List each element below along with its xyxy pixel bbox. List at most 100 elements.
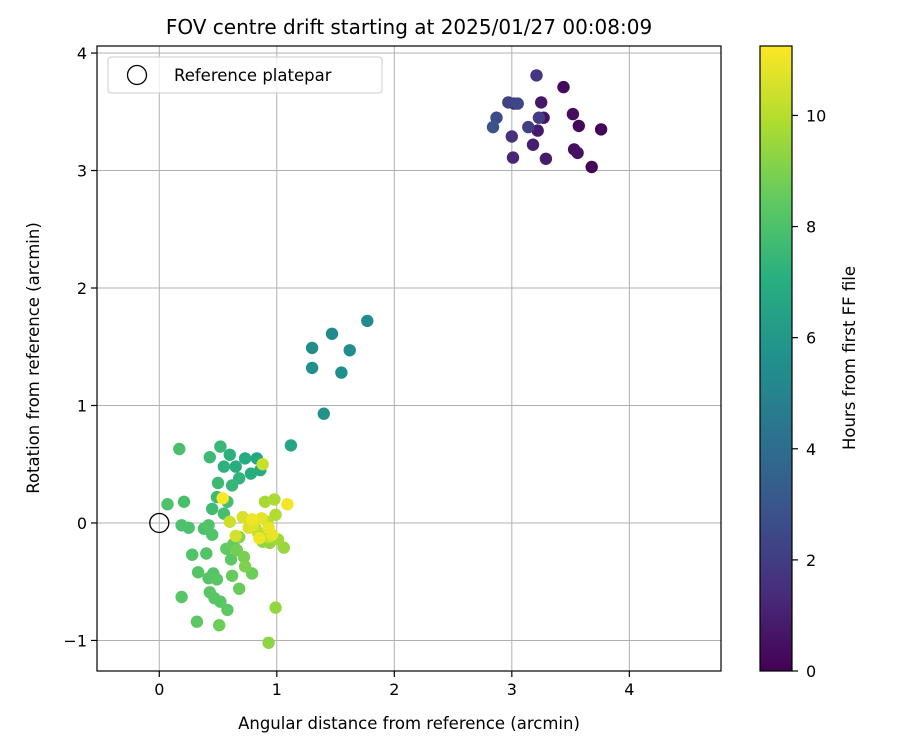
- legend-entry: Reference platepar: [174, 66, 332, 85]
- colorbar-tick-label: 6: [806, 329, 816, 348]
- colorbar-tick-label: 10: [806, 106, 826, 125]
- data-point: [526, 138, 540, 151]
- data-point: [233, 582, 246, 595]
- data-point: [325, 327, 339, 340]
- data-point: [245, 513, 259, 526]
- data-point: [191, 566, 205, 579]
- data-point: [522, 120, 535, 134]
- data-point: [490, 111, 503, 124]
- grid-lines: [97, 46, 721, 671]
- data-point: [335, 366, 348, 379]
- colorbar-tick-label: 0: [806, 662, 816, 681]
- legend-box: [107, 56, 383, 94]
- data-point: [269, 601, 282, 614]
- data-point: [265, 528, 279, 541]
- data-point: [585, 160, 598, 174]
- colorbar-tick-label: 8: [806, 218, 816, 237]
- data-point: [224, 553, 238, 566]
- data-point: [317, 407, 330, 420]
- data-point: [566, 107, 580, 121]
- x-axis-label: Angular distance from reference (arcmin): [238, 714, 580, 733]
- data-point: [223, 515, 236, 528]
- data-point: [557, 80, 570, 94]
- data-point: [572, 119, 585, 133]
- data-point: [269, 508, 282, 521]
- data-point: [161, 498, 174, 511]
- axis-ticks: 0 1 2 3 4 −1 0 1 2 3 4: [63, 44, 634, 699]
- data-point: [223, 448, 236, 461]
- x-tick-label: 4: [624, 680, 634, 699]
- data-point: [511, 97, 524, 110]
- colorbar: 0 2 4 6 8 10 Hours from first FF file: [759, 45, 859, 681]
- data-points: [149, 69, 608, 649]
- data-point: [221, 603, 234, 617]
- colorbar-label: Hours from first FF file: [840, 266, 859, 450]
- x-tick-label: 2: [389, 680, 399, 699]
- data-point: [190, 615, 204, 628]
- data-point: [225, 569, 239, 582]
- data-point: [211, 476, 225, 490]
- y-axis-label: Rotation from reference (arcmin): [24, 222, 43, 494]
- data-point: [305, 361, 319, 375]
- data-point: [229, 460, 242, 473]
- data-point: [237, 550, 251, 564]
- data-point: [343, 344, 356, 357]
- x-tick-label: 1: [272, 680, 282, 699]
- y-tick-label: 0: [77, 514, 87, 533]
- data-point: [213, 619, 226, 632]
- data-point: [186, 548, 199, 561]
- data-point: [255, 512, 268, 525]
- data-point: [284, 439, 298, 452]
- colorbar-gradient: [760, 46, 792, 671]
- y-tick-label: −1: [63, 631, 87, 650]
- y-tick-label: 3: [77, 162, 87, 181]
- data-point: [217, 460, 231, 473]
- data-point: [268, 493, 281, 506]
- colorbar-tick-label: 2: [806, 551, 816, 570]
- data-point: [502, 96, 515, 109]
- data-point: [486, 120, 500, 134]
- data-point: [532, 111, 546, 124]
- data-point: [202, 519, 215, 532]
- data-point: [258, 495, 272, 508]
- data-point: [305, 341, 319, 355]
- data-point: [214, 440, 227, 453]
- y-tick-label: 1: [77, 396, 87, 415]
- data-point: [238, 452, 252, 465]
- data-point: [594, 123, 608, 136]
- y-tick-label: 2: [77, 279, 87, 298]
- data-point: [210, 573, 224, 586]
- legend-marker: [126, 64, 148, 86]
- x-tick-label: 0: [154, 680, 164, 699]
- data-point: [539, 152, 553, 165]
- data-point: [173, 442, 186, 456]
- data-point: [229, 529, 242, 543]
- plot-area-frame: [96, 45, 722, 672]
- data-point: [571, 146, 584, 160]
- data-point: [200, 547, 213, 560]
- data-point: [281, 498, 294, 511]
- colorbar-tick-label: 4: [806, 440, 816, 459]
- data-point: [206, 502, 219, 516]
- data-point: [505, 130, 518, 143]
- data-point: [531, 124, 544, 137]
- data-point: [238, 560, 252, 573]
- y-tick-label: 4: [77, 44, 87, 63]
- data-point: [253, 532, 266, 545]
- data-point: [177, 495, 191, 508]
- colorbar-frame: [759, 45, 793, 672]
- chart-title: FOV centre drift starting at 2025/01/27 …: [166, 15, 652, 39]
- data-point: [262, 636, 275, 649]
- data-point: [203, 451, 216, 464]
- data-point: [175, 590, 188, 604]
- data-point: [182, 521, 195, 534]
- data-point: [244, 467, 258, 480]
- x-tick-label: 3: [507, 680, 517, 699]
- data-point: [236, 510, 249, 524]
- data-point: [361, 314, 374, 328]
- data-point: [225, 479, 239, 492]
- data-point: [535, 96, 548, 109]
- data-point: [506, 151, 520, 164]
- data-point: [216, 492, 229, 505]
